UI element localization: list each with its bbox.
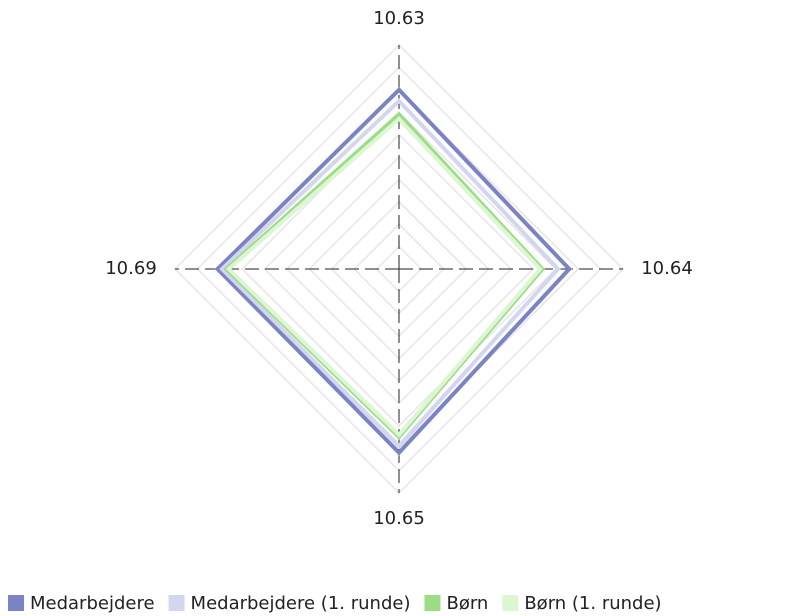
legend-label: Medarbejdere — [30, 593, 155, 614]
axis-label: 10.64 — [641, 258, 693, 279]
legend-label: Børn — [446, 593, 488, 614]
series-line — [214, 86, 572, 456]
legend-swatch — [502, 595, 519, 611]
grid-ring — [263, 133, 535, 405]
axis-label: 10.69 — [105, 258, 157, 279]
series-line — [225, 116, 543, 438]
legend-label: Børn (1. runde) — [524, 593, 661, 614]
legend-label: Medarbejdere (1. runde) — [191, 593, 411, 614]
grid-ring — [241, 111, 557, 427]
legend-swatch — [8, 595, 24, 611]
axis-label: 10.65 — [373, 508, 425, 529]
legend-swatch — [424, 595, 441, 611]
legend-swatch — [168, 595, 185, 611]
axis-label: 10.63 — [373, 8, 425, 29]
series-line — [219, 98, 561, 449]
